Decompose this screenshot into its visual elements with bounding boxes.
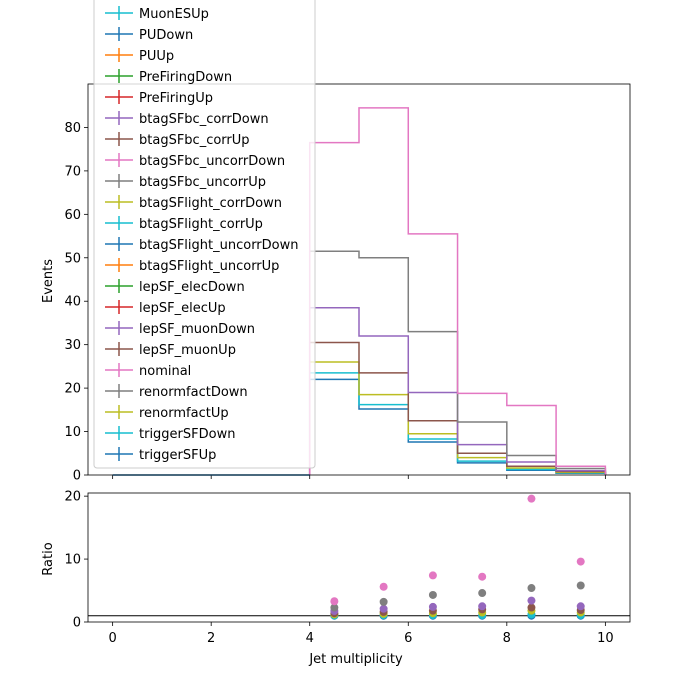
legend-label: triggerSFDown [139,427,235,442]
top-panel: 0 10 20 30 40 50 60 70 80 [64,83,631,484]
ratio-point [379,604,388,613]
ratio-plot-frame [87,492,631,623]
top-y-tick-label: 0 [73,469,81,484]
ratio-point [527,603,536,612]
ratio-x-tick-label: 6 [404,631,412,646]
ratio-point [478,589,487,598]
ratio-point [428,571,437,580]
histogram-step-line [308,107,607,475]
ratio-y-tick-label: 10 [64,553,81,568]
ratio-x-tick-label: 10 [597,631,614,646]
legend-label: lepSF_elecUp [139,301,226,316]
top-y-tick-label: 10 [64,425,81,440]
legend-label: PUDown [139,28,193,43]
ratio-x-tick-label: 2 [207,631,215,646]
top-y-tick-label: 20 [64,382,81,397]
ratio-point [576,602,585,611]
legend-label: PreFiringUp [139,91,213,106]
legend-label: triggerSFUp [139,448,216,463]
top-y-tick-label: 30 [64,338,81,353]
legend-label: btagSFbc_uncorrDown [139,154,285,169]
ratio-x-tick-label: 4 [306,631,314,646]
legend-label: btagSFlight_uncorrUp [139,259,279,274]
top-y-tick-label: 50 [64,251,81,266]
ratio-point [527,584,536,593]
ratio-x-tick-label: 0 [108,631,116,646]
ratio-panel: 0 10 20 0 2 4 6 8 10 [64,490,631,646]
ratio-point [478,602,487,611]
legend-label: btagSFbc_corrUp [139,133,250,148]
legend: MuonESUp PUDown PUUp PreFiringDown PreFiring… [93,0,316,469]
legend-label: btagSFlight_uncorrDown [139,238,299,253]
ratio-point [330,603,339,612]
ratio-point [379,582,388,591]
top-y-axis-label: Events [41,259,56,303]
ratio-point [379,597,388,606]
ratio-x-tick-label: 8 [503,631,511,646]
legend-label: MuonESUp [139,7,209,22]
ratio-point [527,494,536,503]
legend-label: lepSF_muonDown [139,322,255,337]
ratio-point [428,590,437,599]
legend-label: btagSFbc_uncorrUp [139,175,266,190]
legend-label: btagSFlight_corrDown [139,196,282,211]
top-y-tick-label: 80 [64,121,81,136]
ratio-point [576,557,585,566]
ratio-point [576,581,585,590]
top-plot-frame [87,83,631,476]
legend-label: btagSFlight_corrUp [139,217,263,232]
top-y-tick-label: 70 [64,164,81,179]
ratio-point [478,572,487,581]
legend-label: renormfactUp [139,406,229,421]
ratio-point [428,602,437,611]
top-y-tick-label: 60 [64,208,81,223]
legend-label: nominal [139,364,191,379]
top-y-tick-label: 40 [64,295,81,310]
ratio-y-tick-label: 20 [64,490,81,505]
legend-label: lepSF_muonUp [139,343,236,358]
x-axis-label: Jet multiplicity [308,652,403,667]
legend-label: PUUp [139,49,174,64]
legend-label: lepSF_elecDown [139,280,245,295]
legend-box [93,0,316,469]
legend-label: renormfactDown [139,385,248,400]
ratio-y-axis-label: Ratio [41,542,56,575]
legend-label: PreFiringDown [139,70,232,85]
ratio-point [330,597,339,606]
ratio-y-tick-label: 0 [73,616,81,631]
legend-label: btagSFbc_corrDown [139,112,269,127]
ratio-point [527,596,536,605]
